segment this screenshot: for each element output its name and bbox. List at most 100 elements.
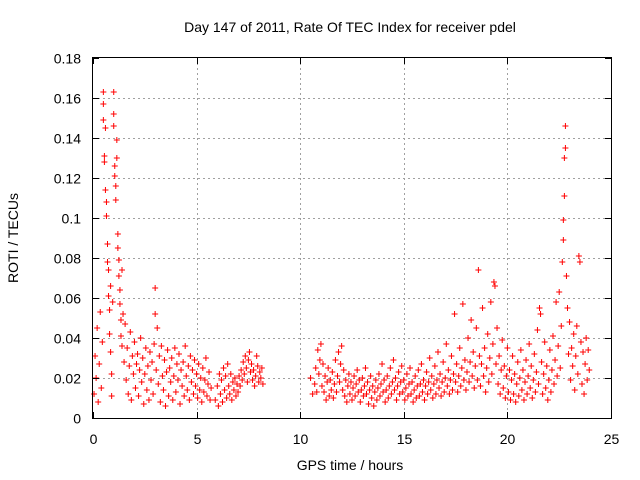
data-point bbox=[458, 365, 465, 371]
data-point bbox=[367, 373, 374, 379]
data-point bbox=[314, 347, 321, 353]
data-point bbox=[411, 387, 418, 393]
data-point bbox=[380, 389, 387, 395]
data-point bbox=[309, 391, 316, 397]
data-point bbox=[522, 379, 529, 385]
data-point bbox=[392, 375, 399, 381]
data-point bbox=[499, 337, 506, 343]
data-point bbox=[152, 285, 159, 291]
data-point bbox=[424, 391, 431, 397]
data-point bbox=[183, 373, 190, 379]
data-point bbox=[184, 387, 191, 393]
data-point bbox=[318, 383, 325, 389]
data-point bbox=[315, 371, 322, 377]
data-point bbox=[333, 389, 340, 395]
data-point bbox=[316, 357, 323, 363]
data-point bbox=[454, 389, 461, 395]
data-point bbox=[568, 345, 575, 351]
data-point bbox=[116, 287, 123, 293]
data-point bbox=[110, 89, 117, 95]
data-point bbox=[143, 387, 150, 393]
data-point bbox=[115, 257, 122, 263]
data-point bbox=[138, 379, 145, 385]
data-point bbox=[500, 385, 507, 391]
data-point bbox=[471, 385, 478, 391]
data-point bbox=[571, 387, 578, 393]
data-point bbox=[246, 349, 253, 355]
data-point bbox=[562, 123, 569, 129]
data-point bbox=[259, 381, 266, 387]
data-point bbox=[328, 387, 335, 393]
data-point bbox=[349, 397, 355, 403]
data-point bbox=[580, 349, 587, 355]
data-point bbox=[229, 379, 236, 385]
data-point bbox=[241, 371, 248, 377]
data-point bbox=[460, 377, 467, 383]
data-point bbox=[208, 385, 215, 391]
data-point bbox=[368, 395, 375, 401]
data-point bbox=[346, 391, 353, 397]
data-point bbox=[113, 155, 120, 161]
data-point bbox=[157, 399, 164, 405]
data-point bbox=[493, 361, 500, 367]
data-point bbox=[502, 395, 509, 401]
data-point bbox=[136, 367, 143, 373]
data-point bbox=[560, 237, 567, 243]
data-point bbox=[236, 373, 243, 379]
data-point bbox=[539, 391, 546, 397]
data-point bbox=[355, 389, 362, 395]
data-point bbox=[207, 397, 214, 403]
data-point bbox=[503, 373, 510, 379]
data-point bbox=[486, 355, 493, 361]
data-point bbox=[414, 383, 421, 389]
data-point bbox=[128, 397, 135, 403]
data-point bbox=[361, 383, 368, 389]
data-point bbox=[181, 393, 188, 399]
data-point bbox=[337, 361, 344, 367]
data-point bbox=[103, 199, 110, 205]
data-point bbox=[170, 373, 177, 379]
data-point bbox=[452, 379, 459, 385]
data-point bbox=[501, 363, 508, 369]
data-point bbox=[397, 379, 404, 385]
data-point bbox=[479, 305, 486, 311]
data-point bbox=[491, 283, 498, 289]
data-point bbox=[185, 363, 192, 369]
data-point bbox=[108, 371, 115, 377]
data-point bbox=[376, 393, 383, 399]
data-point bbox=[494, 325, 501, 331]
y-tick-label: 0.16 bbox=[54, 91, 81, 107]
data-point bbox=[529, 395, 536, 401]
data-point bbox=[374, 385, 381, 391]
data-point bbox=[547, 389, 554, 395]
data-point bbox=[204, 381, 211, 387]
data-point bbox=[430, 381, 437, 387]
data-point bbox=[220, 365, 227, 371]
data-point bbox=[119, 267, 126, 273]
data-point bbox=[145, 397, 152, 403]
data-point bbox=[446, 391, 453, 397]
data-point bbox=[528, 363, 535, 369]
data-point bbox=[319, 361, 326, 367]
x-tick-label: 5 bbox=[194, 431, 202, 447]
data-point bbox=[123, 377, 130, 383]
data-point bbox=[477, 383, 484, 389]
data-point bbox=[540, 371, 547, 377]
data-point bbox=[545, 377, 552, 383]
data-point bbox=[575, 253, 582, 259]
data-point bbox=[156, 353, 163, 359]
data-point bbox=[132, 385, 139, 391]
data-point bbox=[510, 391, 517, 397]
data-point bbox=[175, 351, 182, 357]
x-axis-label: GPS time / hours bbox=[297, 457, 404, 473]
data-point bbox=[258, 365, 265, 371]
data-point bbox=[245, 357, 252, 363]
data-point bbox=[400, 377, 407, 383]
x-tick-label: 15 bbox=[397, 431, 413, 447]
data-point bbox=[342, 377, 349, 383]
data-point bbox=[420, 377, 427, 383]
data-point bbox=[196, 387, 203, 393]
data-point bbox=[405, 381, 412, 387]
data-point bbox=[456, 345, 463, 351]
data-point bbox=[574, 371, 581, 377]
